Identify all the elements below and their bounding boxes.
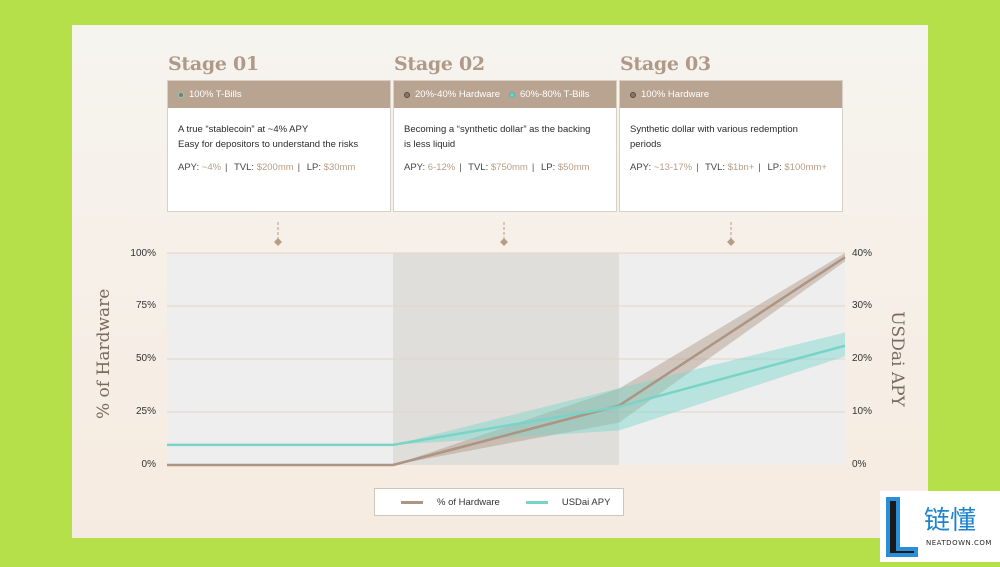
allocation-dot-icon [178,91,184,98]
stat-label: TVL: [233,162,255,173]
stat-value: $100mm+ [784,162,827,173]
right-tick-label: 40% [852,248,873,259]
stage-2-desc-line: is less liquid [404,139,456,150]
stage-1-desc-line: Easy for depositors to understand the ri… [178,139,359,150]
stat-value: $750mm [490,162,528,173]
stat-value: $30mm [323,162,356,173]
stage-3-card: 100% Hardware Synthetic dollar with vari… [619,80,843,212]
stat-value: 6-12% [427,162,456,173]
right-tick-label: 20% [852,353,873,364]
stat-value: $200mm [256,162,294,173]
stat-value: $50mm [557,162,590,173]
hardware-legend-swatch [401,500,423,504]
stat-value: $1bn+ [727,162,755,173]
right-tick-label: 10% [852,406,873,417]
stage-3-desc-line: periods [630,139,662,150]
stage-3-connector-icon [727,222,735,246]
stat-label: APY: [404,162,426,173]
stage-2-card: 20%-40% Hardware 60%-80% T-Bills Becomin… [393,80,617,212]
left-tick-label: 75% [135,300,156,311]
stage-1-connector-icon [274,222,282,246]
stat-value: ~13-17% [653,162,693,173]
stage-2-title: Stage 02 [394,53,485,75]
stat-divider: | [758,162,761,173]
stat-label: APY: [178,162,200,173]
stage-1-card: 100% T-Bills A true “stablecoin” at ~4% … [167,80,391,212]
stat-label: LP: [306,162,322,173]
stage-2-stats: APY: 6-12% | TVL: $750mm | LP: $50mm [394,152,616,173]
stage-1-stats: APY: ~4% | TVL: $200mm | LP: $30mm [168,152,390,173]
left-tick-label: 50% [135,353,156,364]
stat-label: TVL: [468,162,489,173]
apy-legend-swatch [525,500,548,504]
stage-3-title: Stage 03 [620,53,711,75]
left-tick-label: 100% [130,248,156,259]
left-tick-label: 0% [141,459,156,470]
stage-1-allocation: 100% T-Bills [189,89,242,100]
hardware-dot-icon [404,91,410,98]
stage-2-desc-line: Becoming a “synthetic dollar” as the bac… [404,124,591,135]
svg-text:NEATDOWN.COM: NEATDOWN.COM [926,539,992,547]
legend-item-apy: USDai APY [525,496,611,508]
right-tick-label: 30% [852,300,873,311]
stat-divider: | [531,162,535,173]
svg-text:链懂: 链懂 [924,506,976,536]
stage-1-title: Stage 01 [168,53,259,75]
stage-3-stats: APY: ~13-17% | TVL: $1bn+ | LP: $100mm+ [620,152,842,173]
stage-1-header: 100% T-Bills [168,81,390,108]
stage-2-connector-icon [500,222,508,246]
stage-1-desc-line: A true “stablecoin” at ~4% APY [178,124,309,135]
stat-divider: | [297,162,301,173]
left-tick-label: 25% [135,406,156,417]
right-tick-label: 0% [852,459,867,470]
right-axis-title: USDai APY [887,311,907,407]
stat-divider: | [225,162,228,173]
stage-2-header: 20%-40% Hardware 60%-80% T-Bills [394,81,616,108]
stat-label: TVL: [705,162,726,173]
legend-label: % of Hardware [437,496,500,508]
hardware-dot-icon [630,91,636,98]
tbills-dot-icon [509,91,516,98]
stage-3-header: 100% Hardware [620,81,842,108]
stat-divider: | [459,162,462,173]
stat-label: APY: [630,162,652,173]
logo-mark-icon: 链懂 NEATDOWN.COM [886,497,992,557]
watermark-logo: 链懂 NEATDOWN.COM [880,491,1000,562]
legend-item-hardware: % of Hardware [401,497,500,508]
stage-2-allocation: 60%-80% T-Bills [520,89,590,100]
stage-2-allocation: 20%-40% Hardware [415,89,501,100]
stat-label: LP: [767,162,782,173]
stage-3-desc-line: Synthetic dollar with various redemption [630,124,798,135]
chart-legend: % of Hardware USDai APY [374,488,624,516]
stage-3-allocation: 100% Hardware [641,89,710,100]
stat-value: ~4% [201,162,222,173]
legend-label: USDai APY [561,496,611,508]
left-axis-title: % of Hardware [94,288,114,419]
stat-label: LP: [540,162,556,173]
stat-divider: | [696,162,699,173]
